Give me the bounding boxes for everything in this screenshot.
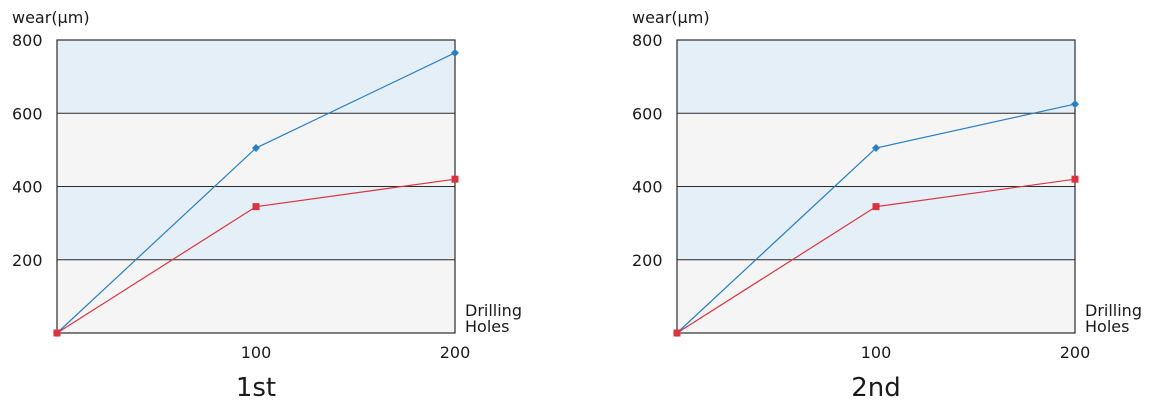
x-axis-label: Drilling <box>1085 301 1142 320</box>
x-tick-label: 200 <box>1060 343 1091 362</box>
data-point-square <box>872 203 880 211</box>
y-axis-label: wear(μm) <box>632 8 710 27</box>
data-point-square <box>451 175 459 183</box>
plot-band <box>677 259 1075 333</box>
plot-band <box>677 186 1075 260</box>
y-tick-label: 200 <box>632 251 663 270</box>
x-tick-label: 200 <box>440 343 471 362</box>
y-tick-label: 200 <box>12 251 43 270</box>
plot-band <box>677 40 1075 114</box>
chart-2nd: 200 400 600 800 100 200 wear(μm) Drilling Holes 2… <box>620 0 1162 403</box>
data-point-diamond <box>1071 100 1079 109</box>
y-axis-label: wear(μm) <box>12 8 90 27</box>
plot-frame <box>676 39 1076 334</box>
chart-1st: 200 400 600 800 100 200 wear(μm) Drilling Holes 1… <box>12 8 522 403</box>
data-point-square <box>1071 175 1079 183</box>
y-tick-label: 400 <box>12 178 43 197</box>
y-tick-label: 800 <box>632 31 663 50</box>
plot-band <box>57 186 455 260</box>
plot-frame <box>56 39 456 334</box>
x-tick-label: 100 <box>861 343 892 362</box>
data-point-diamond <box>451 48 459 57</box>
data-point-square <box>53 329 61 337</box>
y-tick-label: 400 <box>632 178 663 197</box>
y-tick-label: 800 <box>12 31 43 50</box>
x-tick-label: 100 <box>241 343 272 362</box>
plot-band <box>57 40 455 114</box>
x-axis-label: Holes <box>465 317 509 336</box>
chart-title: 2nd <box>851 373 901 403</box>
x-axis-label: Drilling <box>465 301 522 320</box>
x-axis-label: Holes <box>1085 317 1129 336</box>
plot-band <box>57 259 455 333</box>
y-tick-label: 600 <box>12 104 43 123</box>
data-point-square <box>252 203 260 211</box>
chart-title: 1st <box>236 373 276 403</box>
data-point-diamond <box>872 144 880 153</box>
y-tick-label: 600 <box>632 104 663 123</box>
data-point-square <box>673 329 681 337</box>
data-point-diamond <box>252 144 260 153</box>
